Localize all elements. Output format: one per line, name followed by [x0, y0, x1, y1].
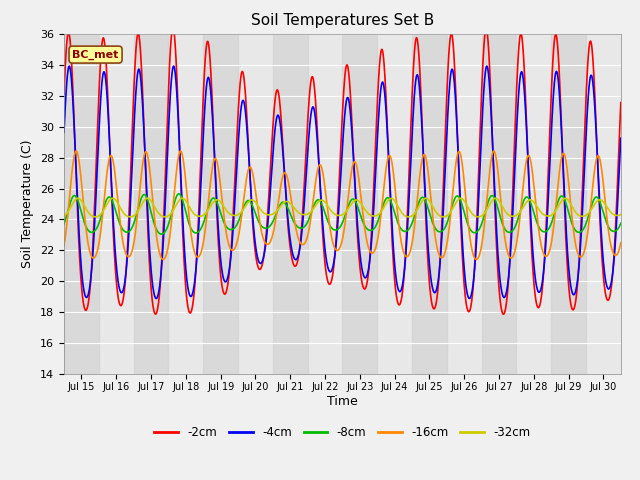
Bar — [273, 34, 308, 374]
-32cm — [74, 195, 82, 201]
-4cm — [324, 267, 332, 273]
-4cm — [294, 254, 301, 260]
-16cm — [465, 223, 472, 228]
Y-axis label: Soil Temperature (C): Soil Temperature (C) — [22, 140, 35, 268]
-2cm — [299, 212, 307, 217]
-2cm — [294, 256, 302, 262]
-8cm — [572, 228, 580, 234]
X-axis label: Time: Time — [327, 395, 358, 408]
-2cm — [465, 309, 472, 314]
Title: Soil Temperatures Set B: Soil Temperatures Set B — [251, 13, 434, 28]
-4cm — [298, 224, 306, 230]
-4cm — [483, 63, 491, 69]
-8cm — [294, 224, 302, 230]
Bar — [342, 34, 377, 374]
-4cm — [465, 295, 472, 300]
-16cm — [324, 215, 332, 220]
-32cm — [60, 213, 68, 219]
-2cm — [600, 279, 608, 285]
-4cm — [466, 296, 474, 301]
-2cm — [617, 100, 625, 106]
-4cm — [60, 130, 68, 135]
-8cm — [175, 191, 182, 197]
-8cm — [157, 231, 165, 237]
-2cm — [169, 25, 177, 31]
-32cm — [617, 212, 625, 217]
-16cm — [298, 242, 306, 248]
Text: BC_met: BC_met — [72, 49, 119, 60]
-2cm — [60, 91, 68, 97]
-16cm — [600, 187, 608, 192]
-16cm — [60, 243, 68, 249]
-4cm — [617, 135, 625, 141]
Bar — [551, 34, 586, 374]
-32cm — [294, 209, 302, 215]
Bar — [412, 34, 447, 374]
-32cm — [600, 200, 608, 205]
-8cm — [465, 224, 472, 229]
-16cm — [294, 234, 301, 240]
-16cm — [617, 240, 625, 246]
Bar — [481, 34, 516, 374]
Line: -16cm: -16cm — [64, 151, 621, 260]
-8cm — [299, 225, 307, 231]
-2cm — [500, 312, 508, 317]
-2cm — [325, 281, 333, 287]
-16cm — [572, 245, 580, 251]
Line: -2cm: -2cm — [64, 28, 621, 314]
-32cm — [325, 204, 333, 210]
-2cm — [572, 294, 580, 300]
Line: -32cm: -32cm — [64, 198, 621, 217]
-8cm — [325, 221, 333, 227]
-16cm — [472, 257, 480, 263]
Bar — [204, 34, 238, 374]
Line: -8cm: -8cm — [64, 194, 621, 234]
-8cm — [600, 212, 608, 217]
-8cm — [60, 221, 68, 227]
Bar — [64, 34, 99, 374]
Line: -4cm: -4cm — [64, 66, 621, 299]
-4cm — [572, 286, 580, 291]
Bar — [134, 34, 168, 374]
-4cm — [600, 265, 608, 271]
-32cm — [465, 206, 472, 212]
-16cm — [490, 148, 498, 154]
-32cm — [572, 210, 580, 216]
Legend: -2cm, -4cm, -8cm, -16cm, -32cm: -2cm, -4cm, -8cm, -16cm, -32cm — [150, 421, 535, 444]
-32cm — [92, 214, 99, 220]
-8cm — [617, 220, 625, 226]
-32cm — [299, 212, 307, 217]
